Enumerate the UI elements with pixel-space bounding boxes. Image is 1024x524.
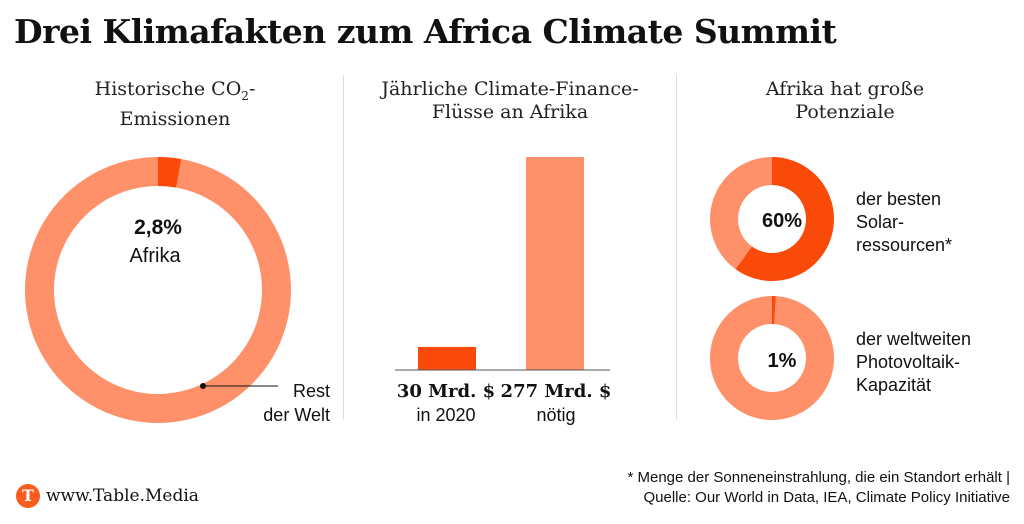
emissions-title-subscript: 2 bbox=[241, 88, 249, 103]
finance-title-line2: Flüsse an Afrika bbox=[431, 101, 589, 123]
pv-value-label: 1% bbox=[768, 350, 797, 372]
footnote: * Menge der Sonneneinstrahlung, die ein … bbox=[628, 468, 1011, 508]
footnote-line1: * Menge der Sonneneinstrahlung, die ein … bbox=[627, 469, 1011, 486]
potential-title: Afrika hat große Potenziale bbox=[690, 78, 1000, 124]
donut-slice-rest-der-welt bbox=[24, 157, 292, 423]
solar-donut-value bbox=[735, 157, 834, 281]
finance-bar-chart: 30 Mrd. $ in 2020 277 Mrd. $ nötig bbox=[395, 157, 611, 425]
afrika-value-label: 2,8% bbox=[134, 216, 182, 239]
emissions-donut: 2,8% Afrika Rest der Welt bbox=[24, 157, 330, 425]
table-logo-icon: T bbox=[16, 484, 40, 508]
footnote-line2: Quelle: Our World in Data, IEA, Climate … bbox=[643, 489, 1010, 506]
logo-url: www.Table.Media bbox=[46, 486, 199, 506]
emissions-title: Historische CO2- Emissionen bbox=[20, 78, 330, 131]
pv-donut: 1% der weltweiten Photovoltaik- Kapazitä… bbox=[709, 296, 971, 420]
solar-label-line1: der besten bbox=[856, 189, 941, 209]
potential-title-line2: Potenziale bbox=[795, 101, 895, 123]
bar-2020-value-label: 30 Mrd. $ bbox=[397, 381, 495, 402]
emissions-title-line2: Emissionen bbox=[119, 107, 231, 130]
pv-donut-value bbox=[772, 296, 776, 325]
potential-title-line1: Afrika hat große bbox=[765, 78, 925, 100]
solar-donut: 60% der besten Solar- ressourcen* bbox=[710, 157, 952, 281]
emissions-title-line1: Historische CO bbox=[94, 78, 242, 100]
bar-2020-category-label: in 2020 bbox=[416, 405, 475, 425]
finance-title: Jährliche Climate-Finance- Flüsse an Afr… bbox=[345, 78, 675, 124]
finance-title-line1: Jährliche Climate-Finance- bbox=[381, 78, 639, 100]
solar-label-line3: ressourcen* bbox=[856, 235, 952, 255]
pv-label-line3: Kapazität bbox=[856, 375, 931, 395]
pv-donut-remainder bbox=[709, 296, 834, 420]
divider-right bbox=[676, 75, 677, 420]
logo: T www.Table.Media bbox=[16, 484, 199, 508]
rest-label-line1: Rest bbox=[293, 381, 330, 401]
afrika-label: Afrika bbox=[129, 245, 181, 267]
bar-noetig-category-label: nötig bbox=[536, 405, 575, 425]
solar-value-label: 60% bbox=[762, 210, 802, 232]
divider-left bbox=[343, 75, 344, 420]
bar-noetig bbox=[526, 157, 584, 370]
rest-label-line2: der Welt bbox=[263, 405, 330, 425]
page-title: Drei Klimafakten zum Africa Climate Summ… bbox=[14, 12, 837, 51]
emissions-title-tail: - bbox=[248, 78, 256, 100]
bar-2020 bbox=[418, 346, 476, 370]
donut-slice-afrika bbox=[158, 157, 182, 188]
pv-label-line2: Photovoltaik- bbox=[856, 352, 960, 372]
solar-donut-remainder bbox=[710, 157, 772, 270]
bar-noetig-value-label: 277 Mrd. $ bbox=[501, 381, 612, 402]
solar-label-line2: Solar- bbox=[856, 212, 904, 232]
pv-label-line1: der weltweiten bbox=[856, 329, 971, 349]
